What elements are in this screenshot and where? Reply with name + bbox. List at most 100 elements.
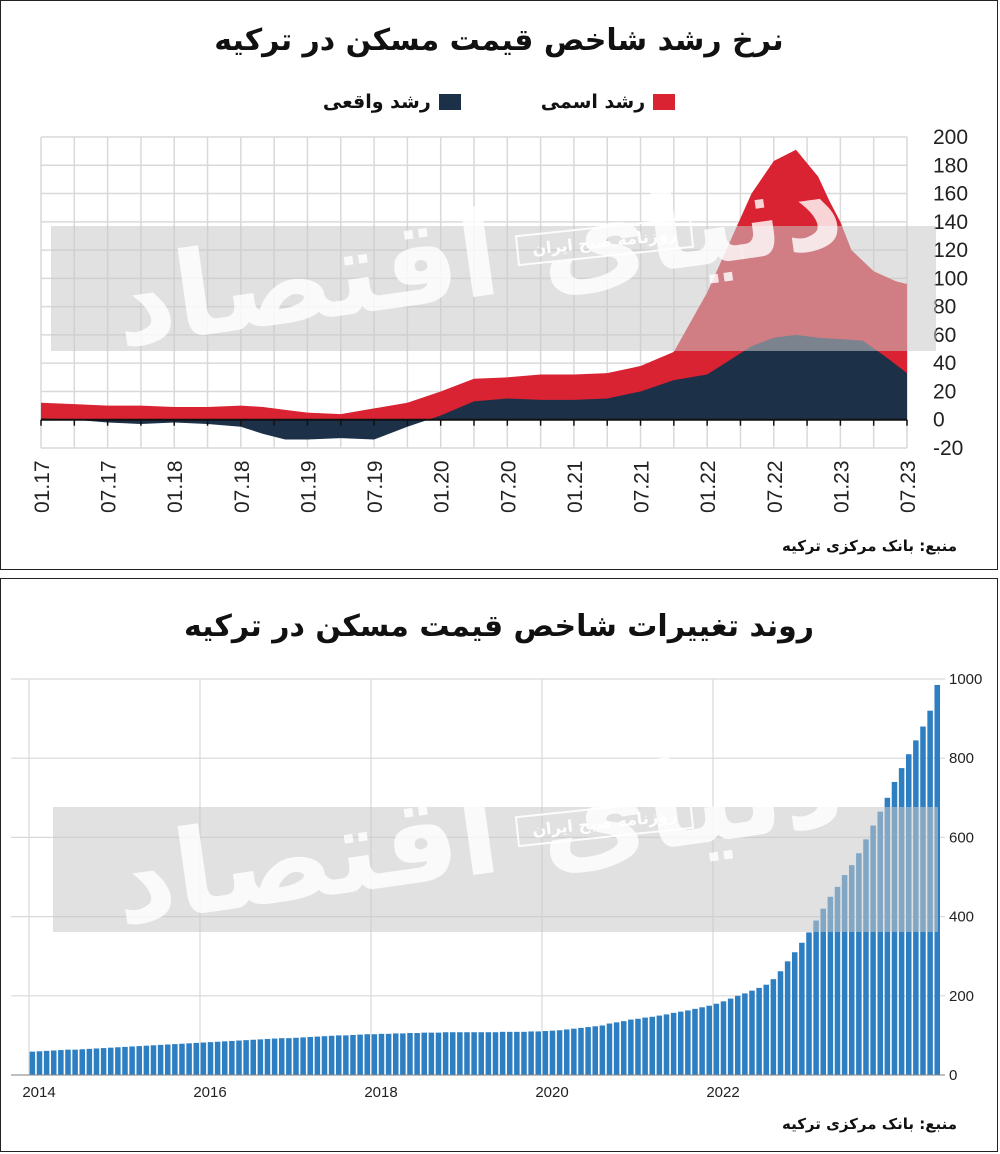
legend-swatch-real — [438, 94, 461, 110]
bar — [521, 1031, 527, 1075]
bar — [877, 811, 883, 1075]
bar — [485, 1032, 492, 1075]
bar — [350, 1035, 356, 1075]
bar — [286, 1038, 292, 1075]
bar — [335, 1035, 342, 1075]
bar — [357, 1034, 363, 1075]
bar — [592, 1026, 598, 1075]
bar — [79, 1049, 85, 1075]
bar — [613, 1022, 620, 1075]
bar — [72, 1049, 78, 1075]
bar — [635, 1018, 641, 1075]
bar — [385, 1033, 392, 1075]
watermark-band — [53, 807, 938, 932]
y-tick-label: 0 — [949, 1067, 957, 1084]
bar — [229, 1040, 235, 1075]
x-tick-label: 07.22 — [764, 460, 787, 513]
x-tick-label: 07.21 — [631, 460, 654, 513]
bar — [186, 1043, 192, 1075]
bar — [58, 1050, 64, 1075]
bar — [264, 1038, 271, 1075]
legend-item-nominal: رشد اسمی — [540, 91, 676, 113]
bar — [250, 1039, 256, 1075]
bar — [300, 1037, 306, 1075]
legend-swatch-nominal — [653, 94, 676, 110]
bar — [478, 1032, 484, 1075]
bar — [734, 995, 741, 1075]
bar — [492, 1032, 499, 1075]
bar — [378, 1033, 385, 1075]
watermark-band — [51, 226, 936, 351]
bar — [742, 993, 748, 1075]
bar — [464, 1032, 470, 1075]
bar — [827, 896, 834, 1075]
bar — [364, 1034, 370, 1075]
bar — [392, 1033, 399, 1075]
chart-title: نرخ رشد شاخص قیمت مسکن در ترکیه — [214, 23, 784, 58]
bar — [685, 1010, 691, 1075]
legend-item-real: رشد واقعی — [323, 91, 461, 113]
y-tick-label: 200 — [949, 988, 974, 1005]
bar — [143, 1045, 150, 1075]
x-tick-label: 2020 — [535, 1084, 568, 1101]
bar — [884, 797, 891, 1075]
bar — [271, 1038, 278, 1075]
bar — [115, 1047, 121, 1075]
x-tick-label: 07.17 — [98, 460, 121, 513]
bar — [727, 998, 734, 1075]
bar — [100, 1048, 107, 1075]
bar — [599, 1025, 606, 1075]
y-tick-label: 160 — [933, 183, 968, 206]
bar — [407, 1033, 413, 1075]
chart-panel-growth: نرخ رشد شاخص قیمت مسکن در ترکیه رشد اسمی… — [0, 0, 998, 570]
bar — [571, 1028, 577, 1075]
bar — [620, 1021, 627, 1075]
bar — [421, 1032, 427, 1075]
bar — [756, 987, 762, 1075]
series-area-real — [41, 334, 907, 440]
y-tick-label: 100 — [933, 267, 968, 290]
x-tick-label: 2014 — [22, 1084, 55, 1101]
legend-label-nominal: رشد اسمی — [540, 91, 646, 113]
bar — [763, 984, 769, 1075]
bar — [65, 1049, 71, 1075]
bar — [799, 942, 805, 1075]
bar — [449, 1032, 456, 1075]
bar — [806, 932, 812, 1075]
x-tick-label: 01.21 — [564, 460, 587, 513]
bar — [107, 1047, 114, 1075]
bar — [136, 1046, 142, 1075]
bar — [713, 1003, 720, 1075]
bar — [535, 1031, 541, 1075]
legend-label-real: رشد واقعی — [322, 91, 431, 113]
chart-source: منبع: بانک مرکزی ترکیه — [781, 1115, 957, 1133]
bar — [150, 1045, 157, 1075]
bar — [122, 1046, 128, 1075]
bar — [129, 1046, 135, 1075]
bar — [179, 1043, 185, 1075]
bar — [720, 1001, 727, 1075]
y-tick-label: 800 — [949, 750, 974, 767]
bar — [692, 1008, 698, 1075]
y-tick-label: 20 — [933, 380, 956, 403]
bar — [36, 1051, 43, 1075]
bar — [314, 1036, 321, 1075]
bar — [870, 825, 876, 1075]
y-tick-label: 140 — [933, 211, 968, 234]
y-tick-label: 40 — [933, 352, 956, 375]
y-tick-label: 60 — [933, 324, 956, 347]
bar — [236, 1040, 242, 1075]
bar — [834, 886, 841, 1075]
bar — [400, 1033, 406, 1075]
bar — [578, 1027, 584, 1075]
y-tick-label: 200 — [933, 126, 968, 149]
bar — [499, 1031, 506, 1075]
y-tick-label: 600 — [949, 829, 974, 846]
bar — [371, 1034, 378, 1075]
bar — [542, 1031, 549, 1075]
x-tick-label: 2018 — [364, 1084, 397, 1101]
bar — [93, 1048, 100, 1075]
chart-panel-index: روند تغییرات شاخص قیمت مسکن در ترکیه 100… — [0, 578, 998, 1152]
bar — [791, 952, 798, 1075]
bar — [471, 1032, 477, 1075]
